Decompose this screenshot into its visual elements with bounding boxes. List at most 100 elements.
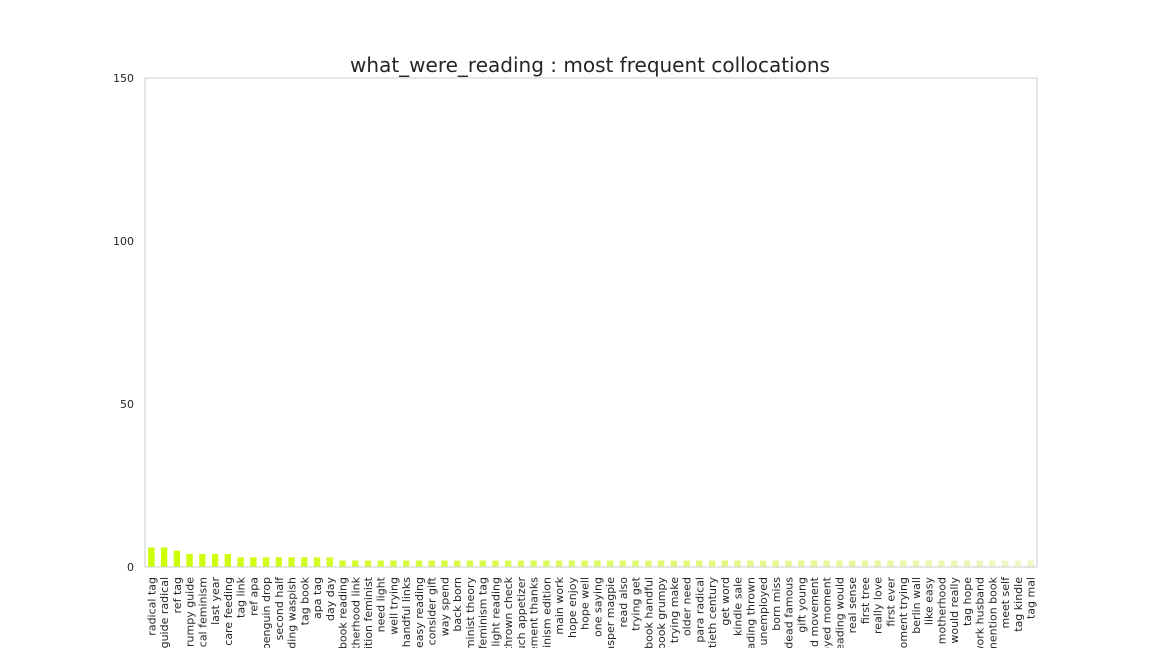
x-tick-label: consider gift [426, 576, 439, 645]
x-tick-label: book grumpy [655, 577, 668, 648]
bar [581, 560, 588, 567]
x-tick-label: read also [617, 577, 630, 628]
x-tick-label: radical tag [145, 577, 158, 636]
bar [708, 560, 716, 567]
x-tick-label: easy reading [413, 577, 426, 648]
x-tick-label: would really [948, 577, 961, 644]
x-tick-label: ref tag [171, 577, 184, 613]
x-tick-label: light reading [489, 577, 502, 647]
bar [1014, 560, 1022, 567]
x-tick-label: first ever [884, 577, 897, 627]
x-tick-label: first tree [859, 577, 872, 624]
x-tick-label: meet self [999, 576, 1012, 629]
x-tick-label: feminism tag [477, 577, 490, 648]
bar [925, 560, 932, 567]
x-tick-label: way spend [438, 577, 451, 636]
bar [262, 557, 270, 567]
bar [696, 560, 703, 567]
bar [721, 560, 728, 567]
chart-title: what_were_reading : most frequent colloc… [350, 53, 830, 77]
bar [657, 560, 665, 567]
y-tick-label: 50 [120, 398, 134, 411]
y-tick-label: 150 [113, 72, 134, 85]
x-tick-label: tag kindle [1012, 577, 1025, 632]
bar [352, 560, 359, 567]
bar [530, 560, 537, 567]
bar [823, 560, 830, 567]
bar [568, 560, 576, 567]
x-tick-label: work husband [974, 577, 987, 648]
bar [415, 560, 423, 567]
bar [759, 560, 767, 567]
x-tick-label: last year [209, 577, 222, 625]
bar [785, 560, 792, 567]
bar [861, 560, 869, 567]
x-tick-label: eeding waspish [286, 577, 299, 648]
bar [466, 560, 474, 567]
bar [1027, 560, 1034, 567]
x-tick-label: like easy [923, 577, 936, 626]
bar [874, 560, 881, 567]
bar [555, 560, 563, 567]
bar [479, 560, 486, 567]
bar [326, 557, 333, 567]
bar [504, 560, 512, 567]
x-tick-label: edition feminist [362, 576, 375, 648]
x-tick-label: thrown check [502, 576, 515, 648]
x-tick-label: nuch appetizer [515, 577, 528, 648]
x-tick-label: reading thrown [744, 577, 757, 648]
x-tick-label: get word [719, 577, 732, 626]
bar [364, 560, 372, 567]
x-tick-label: need light [375, 576, 388, 632]
bar [441, 560, 448, 567]
bar [301, 557, 308, 567]
x-tick-label: well trying [387, 577, 400, 635]
x-tick-label: entieth century [706, 577, 719, 648]
x-tick-label: penguin drop [260, 577, 273, 648]
bar [632, 560, 639, 567]
bar [428, 560, 435, 567]
y-tick-label: 0 [127, 561, 134, 574]
x-tick-label: feminist theory [464, 577, 477, 648]
x-tick-label: care feeding [222, 577, 235, 646]
x-tick-label: dical feminism [196, 577, 209, 648]
bar [963, 560, 971, 567]
bar [211, 553, 219, 567]
bar [900, 560, 907, 567]
bar [594, 560, 601, 567]
bar [173, 550, 181, 567]
bar [454, 560, 461, 567]
x-tick-label: jasper magpie [604, 577, 617, 648]
x-tick-label: otherhood link [349, 576, 362, 648]
bar [976, 560, 983, 567]
x-tick-label: loyed moment [821, 576, 834, 648]
x-tick-label: reading would [833, 577, 846, 648]
bar [390, 560, 397, 567]
bar [683, 560, 690, 567]
bar [186, 553, 193, 567]
bar [772, 560, 779, 567]
x-tick-label: para radical [693, 577, 706, 643]
bar [160, 547, 168, 567]
x-tick-label: tag hope [961, 577, 974, 626]
bar [989, 560, 996, 567]
bar [543, 560, 550, 567]
x-tick-label: one saying [591, 577, 604, 637]
x-tick-label: older need [681, 577, 694, 636]
bar [606, 560, 614, 567]
x-tick-label: guide radical [158, 577, 171, 648]
x-tick-label: tag book [298, 576, 311, 625]
x-tick-label: main work [553, 576, 566, 634]
y-axis-ticks: 0 50 100 150 [113, 72, 134, 574]
y-tick-label: 100 [113, 235, 134, 248]
bar [887, 560, 894, 567]
x-tick-label: vement thanks [528, 577, 541, 648]
bar [517, 560, 525, 567]
bar [275, 557, 282, 567]
x-tick-label: grumpy guide [184, 577, 197, 648]
bar [950, 560, 958, 567]
bar [288, 557, 295, 567]
bar [224, 553, 232, 567]
bar [403, 560, 410, 567]
x-tick-label: born miss [770, 577, 783, 631]
